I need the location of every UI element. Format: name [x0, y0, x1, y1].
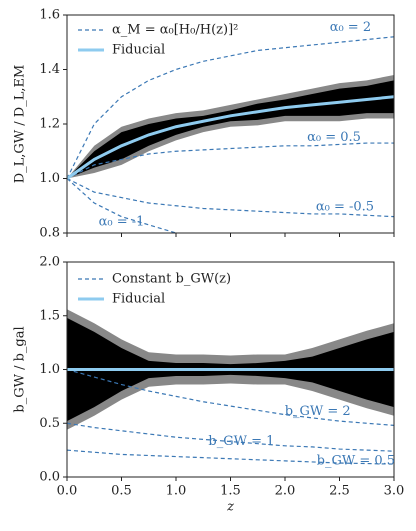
- y-axis-label: b_GW / b_gal: [13, 326, 28, 412]
- y-tick-label: 0.8: [39, 226, 60, 241]
- x-tick-label: 2.5: [329, 484, 350, 499]
- y-tick-label: 0.0: [39, 470, 60, 485]
- x-tick-label: 1.0: [166, 484, 187, 499]
- series-line: [67, 422, 394, 452]
- y-tick-label: 1.4: [39, 62, 60, 77]
- annotation: α₀ = -1: [99, 215, 145, 230]
- series-line: [67, 36, 394, 179]
- plot-area: [67, 36, 394, 233]
- y-tick-label: 2.0: [39, 255, 60, 270]
- series-line: [67, 142, 394, 180]
- y-tick-label: 1.5: [39, 308, 60, 323]
- annotation: α₀ = 0.5: [307, 130, 361, 145]
- annotation: b_GW = 1: [208, 434, 274, 449]
- y-tick-label: 1.6: [39, 8, 60, 23]
- x-tick-label: 3.0: [384, 484, 405, 499]
- annotation: b_GW = 0.5: [317, 453, 395, 468]
- x-tick-label: 0.0: [57, 484, 78, 499]
- series-line: [67, 449, 394, 465]
- annotation: b_GW = 2: [285, 404, 351, 419]
- y-tick-label: 1.2: [39, 117, 60, 132]
- y-axis-label: D_L,GW / D_L,EM: [13, 65, 28, 184]
- plot-area: [67, 309, 394, 465]
- x-axis-label: z: [226, 500, 234, 515]
- legend-label: Fiducial: [112, 43, 165, 58]
- y-tick-label: 1.0: [39, 362, 60, 377]
- series-line: [67, 368, 394, 426]
- legend-label: Fiducial: [112, 292, 165, 307]
- legend-label: α_M = α₀[H₀/H(z)]²: [112, 23, 238, 38]
- annotation: α₀ = -0.5: [316, 200, 374, 215]
- series-line: [67, 95, 394, 180]
- series-line: [67, 177, 394, 218]
- x-tick-label: 2.0: [275, 484, 296, 499]
- y-tick-label: 0.5: [39, 416, 60, 431]
- legend-label: Constant b_GW(z): [112, 272, 231, 287]
- annotation: α₀ = 2: [330, 20, 371, 35]
- x-tick-label: 0.5: [111, 484, 132, 499]
- y-tick-label: 1.0: [39, 171, 60, 186]
- x-tick-label: 1.5: [220, 484, 241, 499]
